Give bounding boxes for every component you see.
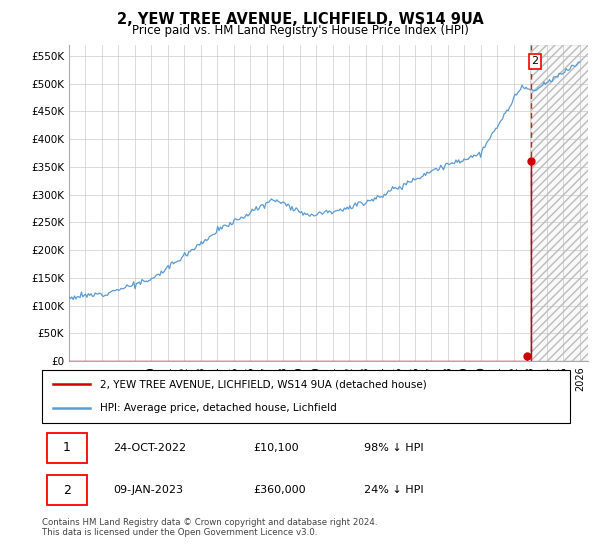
FancyBboxPatch shape <box>47 432 87 463</box>
Text: HPI: Average price, detached house, Lichfield: HPI: Average price, detached house, Lich… <box>100 403 337 413</box>
Text: Price paid vs. HM Land Registry's House Price Index (HPI): Price paid vs. HM Land Registry's House … <box>131 24 469 36</box>
Text: 2, YEW TREE AVENUE, LICHFIELD, WS14 9UA: 2, YEW TREE AVENUE, LICHFIELD, WS14 9UA <box>116 12 484 27</box>
Text: 09-JAN-2023: 09-JAN-2023 <box>113 486 183 495</box>
Bar <box>531 45 600 361</box>
Text: 2: 2 <box>63 484 71 497</box>
Text: 1: 1 <box>63 441 71 454</box>
Text: £360,000: £360,000 <box>253 486 306 495</box>
Bar <box>531 45 600 361</box>
Text: 98% ↓ HPI: 98% ↓ HPI <box>364 443 424 452</box>
Text: 2: 2 <box>532 57 539 67</box>
Text: Contains HM Land Registry data © Crown copyright and database right 2024.
This d: Contains HM Land Registry data © Crown c… <box>42 518 377 538</box>
Text: 24-OCT-2022: 24-OCT-2022 <box>113 443 187 452</box>
FancyBboxPatch shape <box>42 370 570 423</box>
FancyBboxPatch shape <box>47 475 87 506</box>
Text: 2, YEW TREE AVENUE, LICHFIELD, WS14 9UA (detached house): 2, YEW TREE AVENUE, LICHFIELD, WS14 9UA … <box>100 380 427 390</box>
Text: £10,100: £10,100 <box>253 443 299 452</box>
Text: 24% ↓ HPI: 24% ↓ HPI <box>364 486 424 495</box>
